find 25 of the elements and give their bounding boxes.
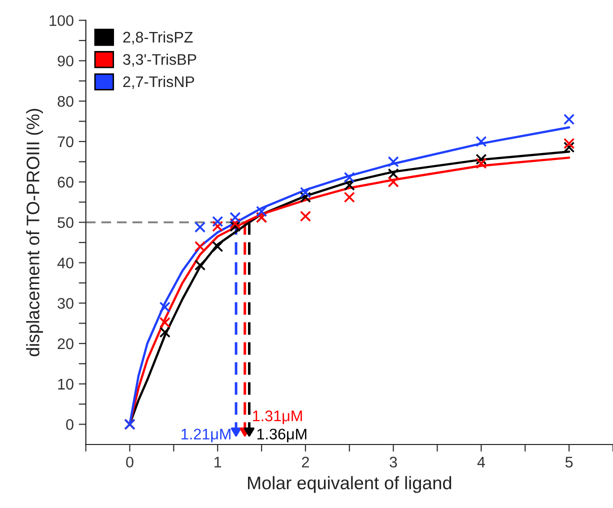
ref-line-label: 1.36μM xyxy=(257,428,306,442)
y-tick-label: 90 xyxy=(58,56,74,66)
x-tick-label: 1 xyxy=(214,456,222,468)
y-tick-label: 60 xyxy=(58,176,74,188)
x-tick-label: 3 xyxy=(390,456,397,468)
y-tick-label: 0 xyxy=(66,419,74,430)
y-tick-label: 40 xyxy=(57,258,74,268)
legend-label: 3,3'-TrisBP xyxy=(123,54,196,67)
x-axis-title: Molar equivalent of ligand xyxy=(248,476,452,493)
ref-line-label: 1.21μM xyxy=(182,428,230,442)
legend-label: 2,7-TrisNP xyxy=(123,76,194,89)
y-tick-label: 10 xyxy=(58,378,74,390)
y-tick-label: 100 xyxy=(50,15,74,26)
x-tick-label: 2 xyxy=(302,456,309,468)
legend-label: 2,8-TrisPZ xyxy=(123,31,193,44)
y-tick-label: 70 xyxy=(58,136,74,148)
y-tick-label: 20 xyxy=(58,338,74,350)
y-axis-title: displacement of TO-PROIII (%) xyxy=(26,108,43,356)
ref-line-label: 1.31μM xyxy=(253,410,302,424)
x-tick-label: 0 xyxy=(126,456,134,468)
y-tick-label: 80 xyxy=(58,96,74,107)
x-tick-label: 4 xyxy=(477,456,486,468)
x-tick-label: 5 xyxy=(565,456,573,468)
y-tick-label: 30 xyxy=(58,298,74,309)
y-tick-label: 50 xyxy=(58,217,74,228)
